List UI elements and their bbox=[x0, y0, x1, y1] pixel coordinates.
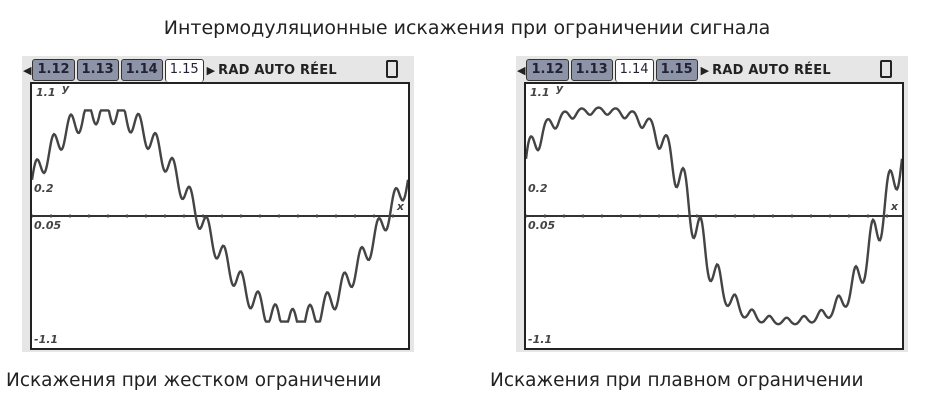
tab-right-arrow-icon[interactable]: ▶ bbox=[700, 63, 710, 77]
signal-curve bbox=[32, 109, 408, 323]
x-axis-name: x bbox=[396, 200, 404, 213]
graph-area: 1.1 y 0.2 0.05 x -1.1 bbox=[524, 82, 904, 350]
tab-right-arrow-icon[interactable]: ▶ bbox=[206, 63, 216, 77]
tab-1-12[interactable]: 1.12 bbox=[32, 59, 75, 81]
tab-bar: ◀ 1.12 1.13 1.14 1.15 ▶ RAD AUTO RÉEL bbox=[22, 58, 337, 82]
tab-1-14[interactable]: 1.14 bbox=[614, 58, 654, 82]
tab-1-14[interactable]: 1.14 bbox=[120, 59, 163, 81]
x-axis-name: x bbox=[890, 200, 898, 213]
x-scale-label: 0.05 bbox=[528, 219, 556, 232]
chart-svg bbox=[526, 106, 902, 326]
calculator-screen-soft: ◀ 1.12 1.13 1.14 1.15 ▶ RAD AUTO RÉEL 1.1 y 0.2 0.… bbox=[516, 56, 908, 352]
figure-title: Интермодуляционные искажения при огранич… bbox=[163, 17, 771, 39]
tab-1-13[interactable]: 1.13 bbox=[76, 59, 119, 81]
battery-icon bbox=[386, 60, 398, 78]
mode-status: RAD AUTO RÉEL bbox=[712, 62, 831, 78]
tab-bar: ◀ 1.12 1.13 1.14 1.15 ▶ RAD AUTO RÉEL bbox=[516, 58, 831, 82]
y-scale-label: 0.2 bbox=[34, 182, 54, 195]
y-min-label: -1.1 bbox=[34, 333, 59, 346]
y-scale-label: 0.2 bbox=[528, 182, 548, 195]
calculator-screen-hard: ◀ 1.12 1.13 1.14 1.15 ▶ RAD AUTO RÉEL 1.1 y 0.2 0.… bbox=[22, 56, 414, 352]
mode-status: RAD AUTO RÉEL bbox=[218, 62, 337, 78]
tab-1-12[interactable]: 1.12 bbox=[526, 59, 569, 81]
y-axis-name: y bbox=[556, 82, 564, 95]
y-max-label: 1.1 bbox=[36, 86, 56, 99]
chart-svg bbox=[32, 109, 408, 323]
tab-left-arrow-icon[interactable]: ◀ bbox=[517, 63, 526, 77]
battery-icon bbox=[880, 60, 892, 78]
caption-soft: Искажения при плавном ограничении bbox=[490, 370, 864, 391]
tab-1-15[interactable]: 1.15 bbox=[164, 58, 204, 82]
graph-area: 1.1 y 0.2 0.05 x -1.1 bbox=[30, 82, 410, 350]
caption-hard: Искажения при жестком ограничении bbox=[6, 370, 382, 391]
x-scale-label: 0.05 bbox=[34, 219, 62, 232]
y-axis-name: y bbox=[62, 82, 70, 95]
signal-curve bbox=[526, 106, 902, 326]
tab-left-arrow-icon[interactable]: ◀ bbox=[23, 63, 32, 77]
y-min-label: -1.1 bbox=[528, 333, 553, 346]
tab-1-15[interactable]: 1.15 bbox=[655, 59, 698, 81]
y-max-label: 1.1 bbox=[530, 86, 550, 99]
tab-1-13[interactable]: 1.13 bbox=[570, 59, 613, 81]
